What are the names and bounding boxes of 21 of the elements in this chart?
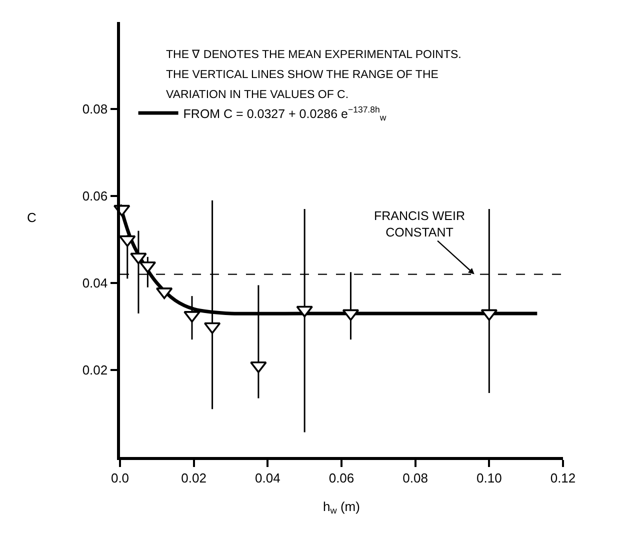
x-tick-label: 0.08 — [402, 470, 428, 486]
x-axis-title: h$_{w}$ (m) — [323, 498, 360, 516]
y-axis-title: C — [27, 210, 36, 225]
annotation: THE ∇ DENOTES THE MEAN EXPERIMENTAL POINTS. — [166, 49, 462, 61]
x-tick-label: 0.12 — [550, 470, 576, 486]
point — [250, 362, 267, 374]
point — [130, 252, 147, 264]
y-tick-label: 0.04 — [82, 276, 108, 291]
annotation: THE VERTICAL LINES SHOW THE RANGE OF THE — [166, 69, 439, 81]
y-tick-label: 0.02 — [82, 362, 108, 378]
y-tick-label: 0.06 — [82, 188, 108, 204]
point — [184, 311, 200, 323]
y-tick-label: 0.08 — [82, 102, 108, 117]
x-tick-label: 0.02 — [181, 470, 206, 486]
x-tick-label: 0.0 — [110, 470, 130, 486]
x-tick-label: 0.10 — [476, 470, 502, 486]
x-tick-label: 0.06 — [328, 470, 354, 486]
x-tick-label: 0.04 — [255, 470, 280, 486]
annotation: FRANCIS WEIR CONSTANT — [374, 209, 465, 240]
point — [296, 306, 313, 318]
annotation: VARIATION IN THE VALUES OF C. — [166, 89, 349, 101]
